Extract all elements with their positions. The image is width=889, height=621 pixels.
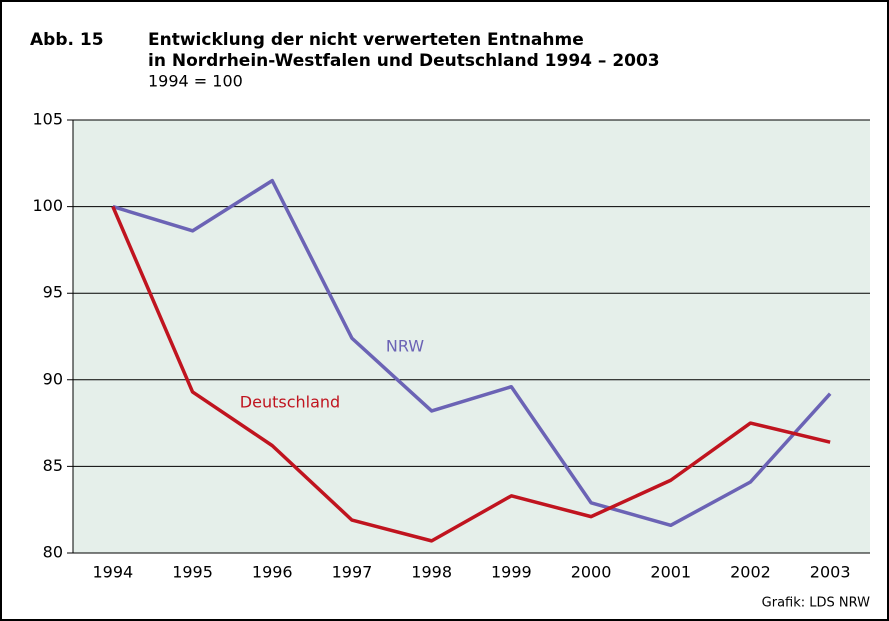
x-tick-label: 1994 <box>92 563 133 582</box>
x-tick-label: 1995 <box>172 563 213 582</box>
series-line <box>111 205 831 543</box>
x-tick-label: 2002 <box>730 563 771 582</box>
y-tick-label: 100 <box>32 196 63 215</box>
x-tick-label: 1996 <box>252 563 293 582</box>
y-tick-label: 105 <box>32 110 63 129</box>
chart-title: Entwicklung der nicht verwerteten Entnah… <box>148 30 584 50</box>
y-tick-label: 95 <box>43 283 63 302</box>
figure-label: Abb. 15 <box>30 30 104 50</box>
series-label: NRW <box>386 337 424 356</box>
source: Grafik: LDS NRW <box>762 596 870 611</box>
series-line <box>112 178 832 528</box>
x-tick-label: 1999 <box>491 563 532 582</box>
x-tick-label: 2000 <box>571 563 612 582</box>
x-tick-label: 1998 <box>411 563 452 582</box>
x-tick-label: 1997 <box>332 563 373 582</box>
x-tick-label: 2001 <box>650 563 691 582</box>
x-tick-label: 2003 <box>810 563 851 582</box>
plot-area <box>73 120 870 553</box>
y-tick-label: 80 <box>43 543 63 562</box>
y-tick-label: 85 <box>43 456 63 475</box>
series-label: Deutschland <box>240 393 340 412</box>
chart-title: in Nordrhein-Westfalen und Deutschland 1… <box>148 51 660 71</box>
subtitle: 1994 = 100 <box>148 72 243 91</box>
y-tick-label: 90 <box>43 369 63 388</box>
